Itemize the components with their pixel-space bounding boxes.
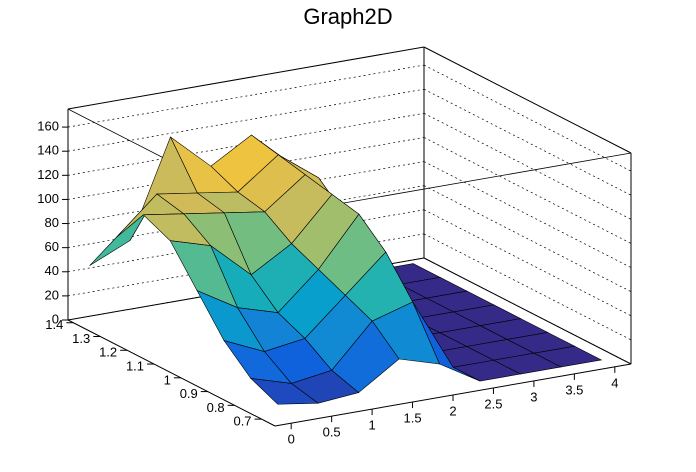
z-tick-label: 0 xyxy=(52,311,59,326)
y-tick-label: 0.9 xyxy=(180,386,198,401)
y-tick-label: 1 xyxy=(164,372,171,387)
grid-line xyxy=(423,161,632,268)
z-tick-label: 100 xyxy=(37,191,59,206)
x-tick-label: 3.5 xyxy=(565,382,583,397)
grid-line xyxy=(67,88,425,152)
z-tick-label: 120 xyxy=(37,167,59,182)
y-tick-label: 1.4 xyxy=(45,317,63,332)
surface-cell xyxy=(249,378,320,405)
y-tick-label: 1.2 xyxy=(99,345,117,360)
x-tick-label: 1.5 xyxy=(404,410,422,425)
x-tick-label: 4 xyxy=(611,375,618,390)
grid-line xyxy=(423,233,632,341)
z-tick-label: 80 xyxy=(45,215,59,230)
z-tick-label: 40 xyxy=(45,263,59,278)
z-tick-label: 60 xyxy=(45,239,59,254)
x-tick-label: 2 xyxy=(449,403,456,418)
x-tick-label: 1 xyxy=(368,418,375,433)
y-tick-label: 1.3 xyxy=(72,331,90,346)
grid-line xyxy=(423,64,632,172)
x-tick-label: 0 xyxy=(288,432,295,447)
y-tick-label: 0.8 xyxy=(207,400,225,415)
box-edge xyxy=(423,46,632,154)
box-edge xyxy=(67,46,425,110)
z-tick-label: 160 xyxy=(37,119,59,134)
z-tick-label: 140 xyxy=(37,143,59,158)
grid-line xyxy=(423,257,632,365)
grid-line xyxy=(423,137,632,244)
x-tick-label: 3 xyxy=(530,389,537,404)
y-tick-label: 1.1 xyxy=(126,358,144,373)
grid-line xyxy=(423,185,632,292)
y-tick-label: 0.7 xyxy=(233,414,251,429)
axis-line xyxy=(67,319,276,427)
chart-title: Graph2D xyxy=(303,4,392,29)
grid-line xyxy=(423,209,632,317)
grid-line xyxy=(67,64,425,128)
grid-line xyxy=(423,113,632,220)
x-tick-label: 2.5 xyxy=(484,396,502,411)
x-tick-label: 0.5 xyxy=(323,425,341,440)
z-tick-label: 20 xyxy=(45,287,59,302)
grid-line xyxy=(423,88,632,196)
